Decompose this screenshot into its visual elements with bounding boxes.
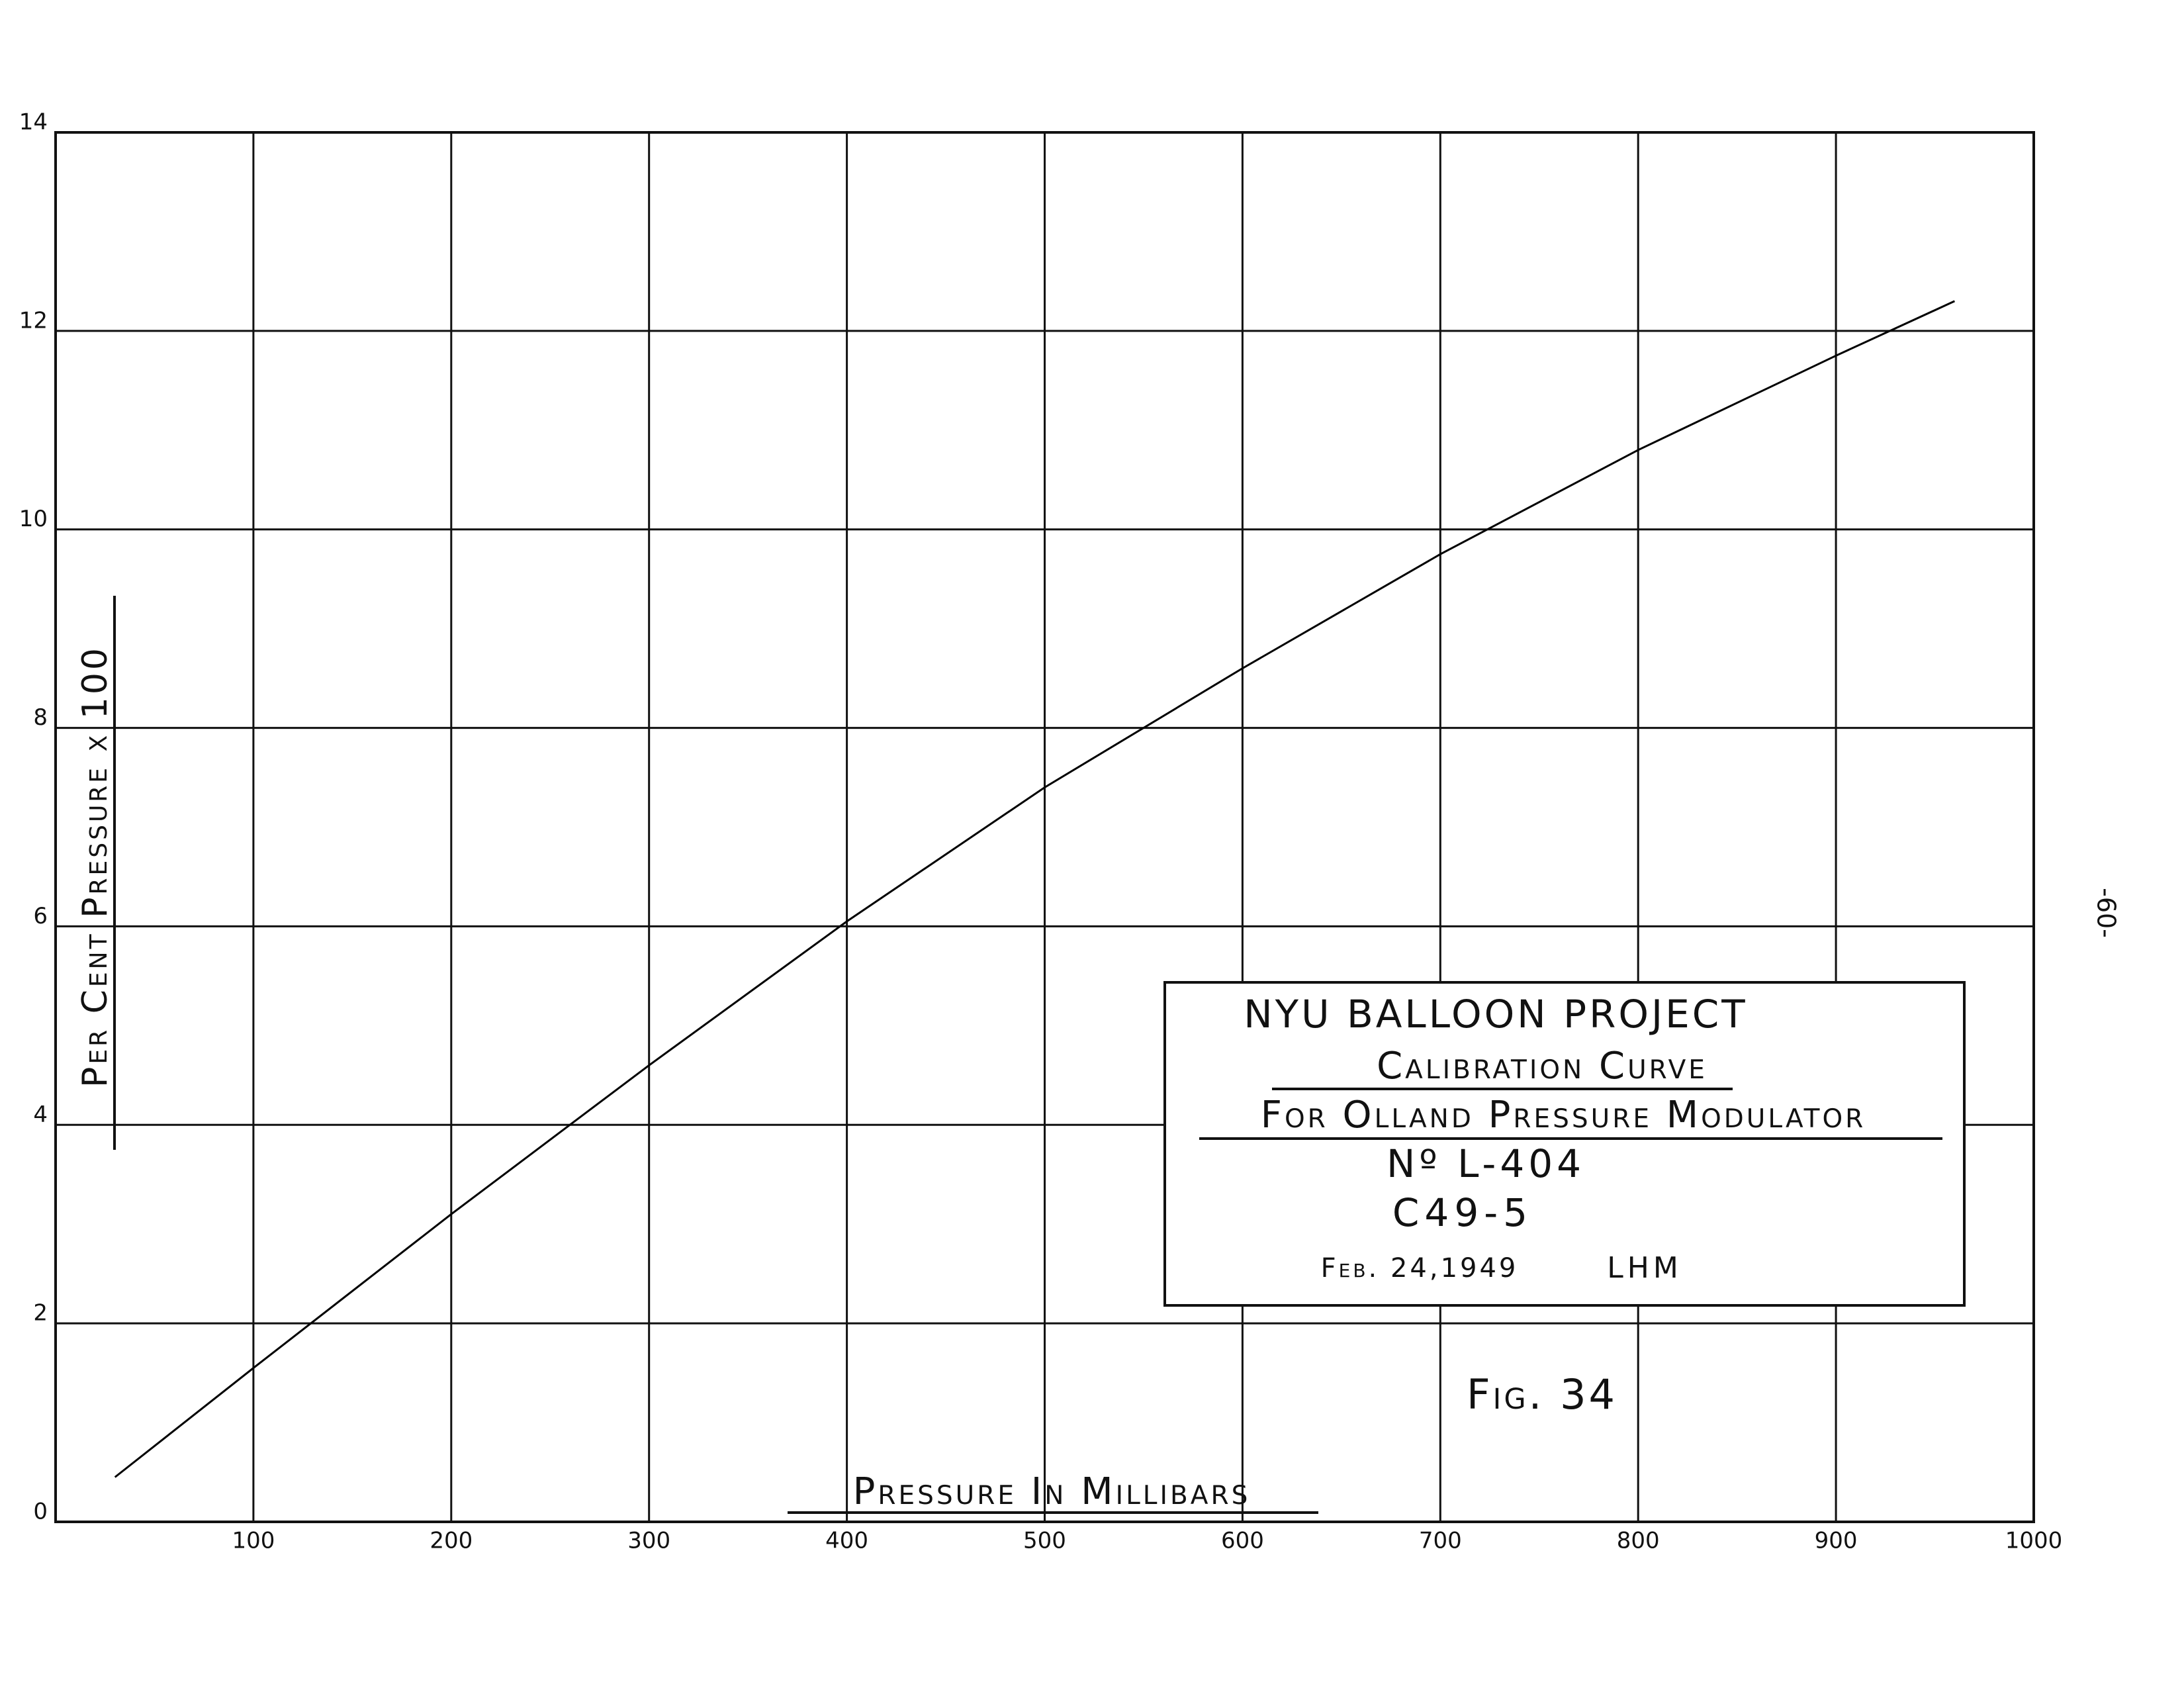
figure-label: Fig. 34 [1467,1370,1617,1419]
x-tick-label: 900 [1815,1528,1858,1554]
x-tick-label: 1000 [2005,1528,2063,1554]
y-tick-label: 12 [19,307,48,334]
date: Feb. 24,1949 [1321,1253,1519,1284]
x-tick-label: 800 [1617,1528,1660,1554]
y-axis-label: Per Cent Pressure x 100 [75,645,115,1088]
subtitle: Nº L-404 [1387,1141,1585,1186]
y-tick-label: 4 [33,1102,48,1128]
x-tick-label: 100 [232,1528,275,1554]
page-number: -60- [2092,888,2121,938]
x-tick-label: 200 [430,1528,473,1554]
x-tick-label: 500 [1023,1528,1066,1554]
plot-area: 0 2 4 6 8 10 12 14 100 200 300 400 500 600 700 800 900 10… [19,109,2063,1554]
title-box [1163,981,1966,1307]
y-tick-label: 10 [19,506,48,532]
plot-frame [54,131,2035,1523]
data-line [114,300,1956,1478]
subtitle: C49-5 [1392,1190,1533,1235]
x-tick-label: 300 [627,1528,670,1554]
y-tick-label: 0 [33,1499,48,1525]
y-tick-label: 6 [33,903,48,929]
subtitle: For Olland Pressure Modulator [1261,1094,1866,1137]
y-tick-label: 14 [19,109,48,136]
chart-title: NYU BALLOON PROJECT [1244,992,1747,1037]
y-tick-label: 8 [33,704,48,731]
y-tick-label: 2 [33,1300,48,1327]
x-axis-label: Pressure In Millibars [853,1470,1251,1513]
x-tick-label: 400 [825,1528,868,1554]
x-tick-label: 600 [1221,1528,1264,1554]
subtitle: Calibration Curve [1377,1045,1707,1088]
author: LHM [1607,1251,1682,1285]
x-tick-label: 700 [1419,1528,1462,1554]
